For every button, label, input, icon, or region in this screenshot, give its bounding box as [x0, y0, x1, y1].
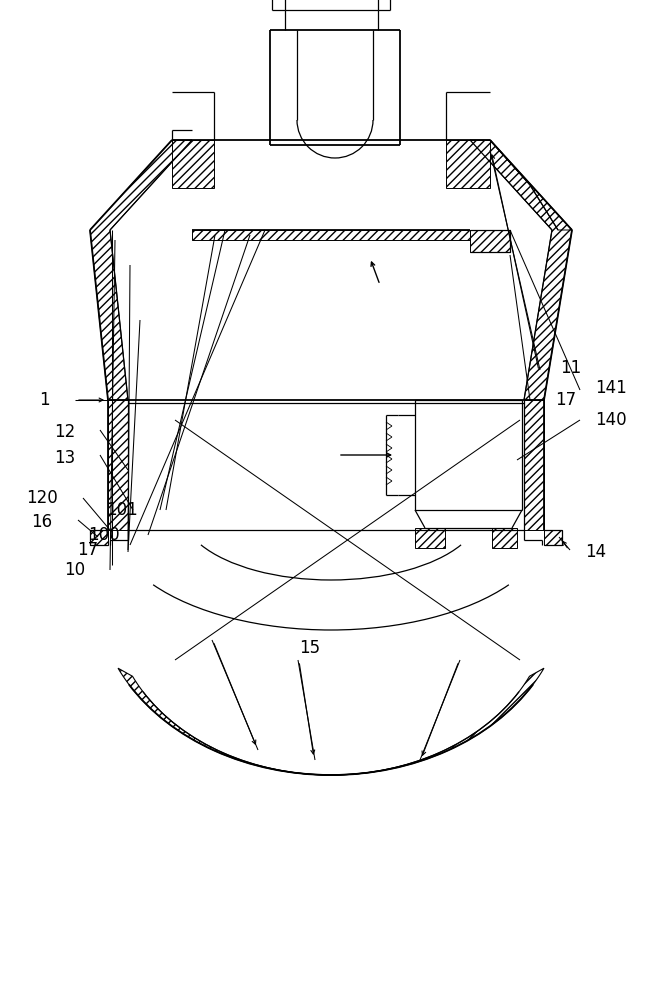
Bar — [415, 528, 445, 548]
Polygon shape — [470, 140, 572, 400]
Text: 120: 120 — [26, 489, 58, 507]
Text: 10: 10 — [64, 561, 85, 579]
Polygon shape — [118, 668, 544, 775]
Text: 17: 17 — [555, 391, 576, 409]
Bar — [524, 400, 544, 530]
Text: 101: 101 — [106, 501, 138, 519]
Bar — [172, 140, 214, 188]
Text: 13: 13 — [54, 449, 75, 467]
Bar — [192, 230, 470, 240]
Text: 15: 15 — [299, 639, 320, 657]
Text: 141: 141 — [595, 379, 627, 397]
Text: 100: 100 — [88, 526, 120, 544]
Text: 140: 140 — [595, 411, 627, 429]
Text: 17: 17 — [77, 541, 98, 559]
Text: 12: 12 — [54, 423, 75, 441]
Polygon shape — [90, 140, 192, 400]
Bar — [492, 528, 517, 548]
Text: 14: 14 — [585, 543, 606, 561]
Bar — [470, 230, 510, 252]
Bar — [446, 140, 490, 188]
Text: 11: 11 — [560, 359, 581, 377]
Text: 16: 16 — [31, 513, 52, 531]
Bar — [90, 530, 108, 545]
Text: 1: 1 — [39, 391, 50, 409]
Bar — [544, 530, 562, 545]
Bar — [108, 400, 128, 530]
Polygon shape — [490, 140, 572, 230]
